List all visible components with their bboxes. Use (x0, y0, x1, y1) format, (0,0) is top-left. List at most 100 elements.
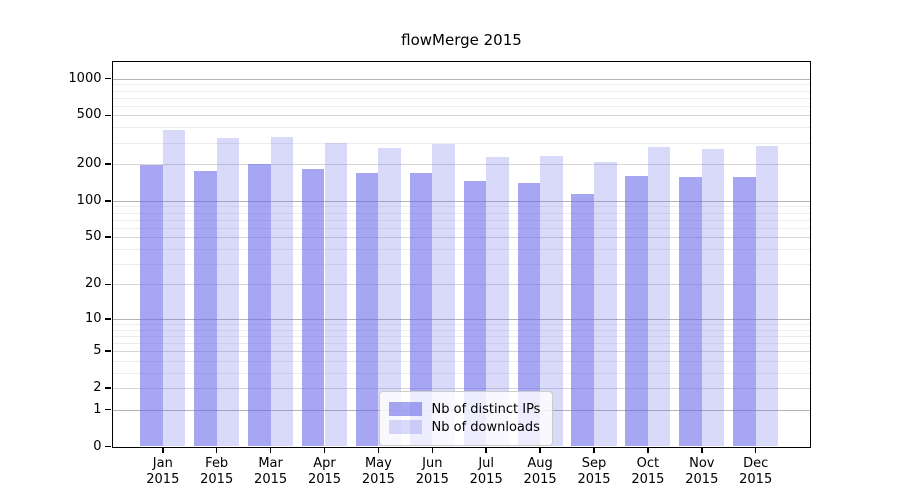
y-tick-label: 500 (76, 107, 102, 123)
gridline-minor (112, 115, 810, 117)
bar-downloads-aug (540, 155, 563, 447)
gridline-minor (112, 237, 810, 239)
gridline-minor (112, 142, 810, 144)
gridline-minor (112, 351, 810, 353)
y-tick-label: 1 (93, 401, 102, 417)
x-axis-tick (593, 446, 595, 453)
x-axis-tick (215, 446, 218, 453)
gridline-minor (112, 263, 810, 265)
x-axis-tick (269, 446, 272, 453)
x-tick-label: Nov 2015 (685, 455, 719, 487)
y-axis-tick (105, 77, 111, 80)
gridline-minor (112, 105, 810, 107)
x-tick-label: Jan 2015 (146, 455, 180, 487)
legend-item-downloads: Nb of downloads (388, 419, 541, 435)
x-axis-tick (431, 446, 434, 453)
x-axis-tick (539, 446, 541, 453)
x-tick-label: Oct 2015 (631, 455, 665, 487)
gridline-major (112, 318, 810, 320)
x-tick-label: Jun 2015 (415, 455, 449, 487)
x-tick-label: Sep 2015 (577, 455, 611, 487)
gridline-minor (112, 206, 810, 208)
x-tick-label: May 2015 (361, 455, 395, 487)
x-axis-tick (162, 446, 164, 453)
y-axis-tick (105, 200, 111, 202)
gridline-minor (112, 372, 810, 374)
y-tick-label: 20 (84, 276, 102, 292)
y-tick-label: 10 (84, 310, 102, 326)
gridline-minor (112, 335, 810, 337)
bar-downloads-jun (432, 144, 455, 447)
y-tick-label: 100 (76, 192, 102, 208)
bar-distinct-ips-apr (301, 169, 325, 447)
x-axis-tick (323, 446, 326, 453)
bar-distinct-ips-oct (625, 175, 648, 447)
y-axis-tick (105, 283, 111, 286)
bar-distinct-ips-mar (248, 164, 271, 447)
y-axis-tick (105, 163, 111, 165)
legend-label-distinct-ips: Nb of distinct IPs (431, 401, 541, 417)
gridline-minor (112, 212, 810, 214)
bar-distinct-ips-dec (733, 176, 756, 447)
gridline-minor (112, 84, 810, 86)
chart-title: flowMerge 2015 (401, 31, 522, 49)
legend: Nb of distinct IPs Nb of downloads (378, 390, 554, 446)
bar-downloads-jul (486, 157, 509, 447)
x-tick-label: Mar 2015 (254, 455, 288, 487)
bar-downloads-nov (701, 149, 725, 447)
x-axis-tick (754, 446, 757, 453)
x-axis-tick (485, 446, 487, 453)
y-axis-tick (105, 350, 111, 352)
y-axis-tick (105, 236, 111, 238)
gridline-minor (112, 323, 810, 325)
bar-distinct-ips-feb (194, 170, 217, 447)
bar-distinct-ips-nov (679, 177, 702, 447)
gridline-major (112, 200, 810, 202)
y-tick-label: 50 (84, 229, 102, 245)
x-tick-label: Apr 2015 (307, 455, 342, 487)
gridline-minor (112, 219, 810, 221)
legend-label-downloads: Nb of downloads (431, 419, 540, 435)
y-tick-label: 2 (93, 380, 102, 395)
x-axis-tick (647, 446, 649, 453)
gridline-minor (112, 388, 810, 389)
bar-downloads-dec (755, 146, 779, 447)
bar-downloads-mar (270, 136, 294, 447)
gridline-minor (112, 329, 810, 331)
y-tick-label: 5 (93, 343, 102, 359)
x-tick-label: Feb 2015 (200, 455, 234, 487)
y-axis-tick (105, 387, 111, 389)
y-tick-label: 1000 (68, 70, 102, 86)
y-axis-tick (105, 445, 111, 448)
x-tick-label: Dec 2015 (739, 455, 773, 487)
gridline-minor (112, 284, 810, 286)
gridline-minor (112, 127, 810, 129)
gridline-minor (112, 342, 810, 344)
bar-downloads-feb (216, 138, 240, 447)
bar-downloads-sep (594, 162, 617, 447)
x-axis-tick (701, 446, 703, 453)
gridline-minor (112, 248, 810, 250)
y-tick-label: 0 (93, 438, 102, 454)
gridline-minor (112, 164, 810, 166)
plot-area: Nb of distinct IPs Nb of downloads 1000 5… (68, 60, 811, 487)
y-axis-tick (105, 318, 111, 320)
bar-downloads-apr (324, 143, 348, 447)
legend-swatch-downloads (388, 420, 422, 434)
x-tick-label: Aug 2015 (523, 455, 557, 487)
y-axis-tick (105, 408, 111, 411)
bar-distinct-ips-may (355, 172, 379, 447)
bar-distinct-ips-jul (463, 180, 487, 447)
y-axis-tick (105, 114, 111, 117)
gridline-major (112, 78, 810, 80)
gridline-minor (112, 97, 810, 99)
bar-distinct-ips-jun (409, 172, 433, 447)
legend-item-distinct-ips: Nb of distinct IPs (388, 401, 541, 417)
x-tick-label: Jul 2015 (469, 455, 503, 487)
y-tick-label: 200 (76, 156, 102, 172)
gridline-minor (112, 90, 810, 92)
gridline-minor (112, 360, 810, 362)
legend-swatch-distinct-ips (388, 402, 422, 416)
bar-distinct-ips-aug (517, 182, 541, 447)
